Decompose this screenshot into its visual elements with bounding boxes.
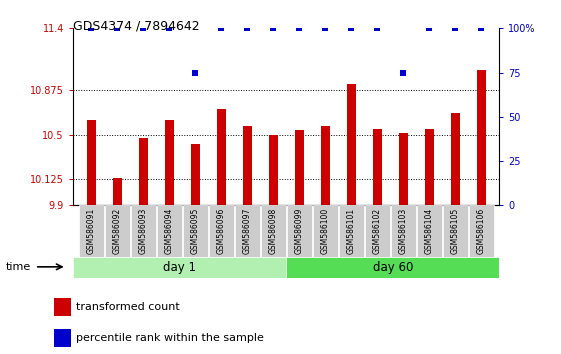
FancyBboxPatch shape xyxy=(183,205,208,257)
FancyBboxPatch shape xyxy=(131,205,155,257)
Text: GSM586096: GSM586096 xyxy=(217,208,226,254)
Text: transformed count: transformed count xyxy=(76,302,180,312)
Point xyxy=(295,25,304,31)
FancyBboxPatch shape xyxy=(365,205,389,257)
Bar xyxy=(164,120,174,205)
Bar xyxy=(347,84,356,205)
FancyBboxPatch shape xyxy=(105,205,130,257)
FancyBboxPatch shape xyxy=(79,205,104,257)
Text: GDS4374 / 7894642: GDS4374 / 7894642 xyxy=(73,19,200,33)
FancyBboxPatch shape xyxy=(390,205,416,257)
Text: GSM586103: GSM586103 xyxy=(399,208,408,254)
Point xyxy=(86,25,95,31)
Bar xyxy=(373,129,381,205)
Text: GSM586100: GSM586100 xyxy=(320,208,330,254)
FancyBboxPatch shape xyxy=(157,205,182,257)
Text: day 60: day 60 xyxy=(373,261,413,274)
Bar xyxy=(242,126,252,205)
FancyBboxPatch shape xyxy=(209,205,233,257)
Bar xyxy=(191,144,200,205)
Point xyxy=(450,25,459,31)
Point xyxy=(321,25,330,31)
Bar xyxy=(450,113,459,205)
Text: GSM586099: GSM586099 xyxy=(295,208,304,254)
Text: GSM586098: GSM586098 xyxy=(269,208,278,254)
Point xyxy=(425,25,434,31)
Text: GSM586094: GSM586094 xyxy=(164,208,173,254)
Bar xyxy=(320,126,330,205)
FancyBboxPatch shape xyxy=(73,257,286,278)
FancyBboxPatch shape xyxy=(234,205,260,257)
Bar xyxy=(295,130,304,205)
Text: GSM586097: GSM586097 xyxy=(242,208,252,254)
Bar xyxy=(86,120,96,205)
FancyBboxPatch shape xyxy=(443,205,467,257)
FancyBboxPatch shape xyxy=(286,257,499,278)
Text: GSM586093: GSM586093 xyxy=(139,208,148,254)
Point xyxy=(217,25,226,31)
Point xyxy=(373,25,381,31)
Point xyxy=(139,25,148,31)
Text: day 1: day 1 xyxy=(163,261,196,274)
Point xyxy=(191,70,200,75)
FancyBboxPatch shape xyxy=(417,205,442,257)
Text: GSM586091: GSM586091 xyxy=(86,208,95,254)
Text: GSM586102: GSM586102 xyxy=(373,208,381,254)
Text: GSM586106: GSM586106 xyxy=(477,208,486,254)
Text: GSM586101: GSM586101 xyxy=(347,208,356,254)
Point xyxy=(164,25,173,31)
Text: time: time xyxy=(6,262,31,272)
Bar xyxy=(425,129,434,205)
Bar xyxy=(54,298,71,316)
Bar xyxy=(398,133,408,205)
Text: GSM586104: GSM586104 xyxy=(425,208,434,254)
Point xyxy=(347,25,356,31)
FancyBboxPatch shape xyxy=(339,205,364,257)
FancyBboxPatch shape xyxy=(468,205,494,257)
Point xyxy=(269,25,278,31)
Point xyxy=(399,70,408,75)
Bar xyxy=(217,109,226,205)
Bar xyxy=(269,135,278,205)
Text: GSM586095: GSM586095 xyxy=(191,208,200,254)
Text: GSM586105: GSM586105 xyxy=(450,208,459,254)
Text: percentile rank within the sample: percentile rank within the sample xyxy=(76,333,263,343)
Bar xyxy=(113,178,122,205)
Point xyxy=(113,25,122,31)
Text: GSM586092: GSM586092 xyxy=(113,208,122,254)
Bar xyxy=(139,138,148,205)
Bar xyxy=(476,70,486,205)
FancyBboxPatch shape xyxy=(312,205,338,257)
FancyBboxPatch shape xyxy=(261,205,286,257)
Bar xyxy=(54,329,71,348)
Point xyxy=(477,25,486,31)
Point xyxy=(242,25,251,31)
FancyBboxPatch shape xyxy=(287,205,311,257)
